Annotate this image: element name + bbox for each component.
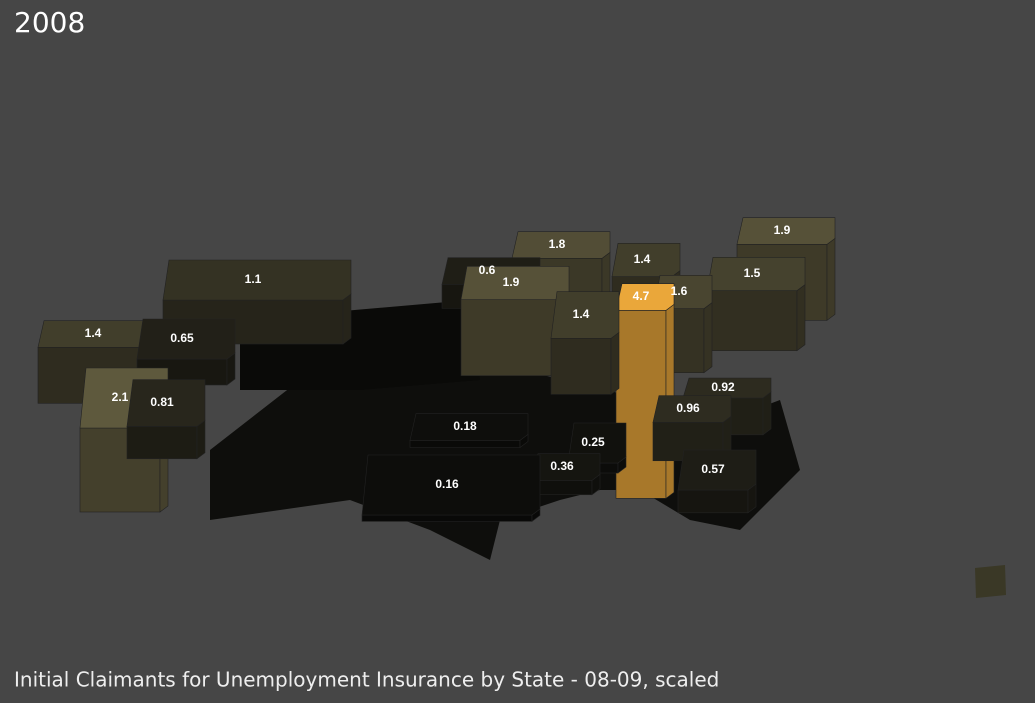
subtitle: Initial Claimants for Unemployment Insur… bbox=[14, 668, 719, 692]
block-front bbox=[531, 480, 593, 496]
value-label: 0.81 bbox=[150, 395, 174, 409]
block-top bbox=[550, 291, 620, 339]
block-front bbox=[409, 440, 521, 448]
value-label: 0.36 bbox=[550, 459, 574, 473]
value-label: 2.1 bbox=[112, 390, 129, 404]
region-block bbox=[706, 257, 806, 352]
block-side bbox=[196, 419, 206, 460]
block-top bbox=[706, 257, 806, 291]
value-label: 1.1 bbox=[245, 272, 262, 286]
value-label: 0.96 bbox=[676, 401, 700, 415]
block-front bbox=[361, 514, 533, 522]
value-label: 1.9 bbox=[503, 275, 520, 289]
block-side bbox=[826, 237, 836, 321]
value-label: 0.57 bbox=[701, 462, 725, 476]
block-side bbox=[703, 302, 713, 374]
value-label: 0.65 bbox=[170, 331, 194, 345]
block-top bbox=[511, 231, 611, 259]
region-block bbox=[652, 395, 732, 462]
region-block bbox=[677, 449, 757, 514]
island bbox=[975, 565, 1006, 598]
block-top bbox=[162, 259, 352, 301]
block-front bbox=[460, 299, 562, 376]
block-front bbox=[706, 290, 798, 351]
block-front bbox=[550, 338, 612, 395]
value-label: 1.6 bbox=[671, 284, 688, 298]
block-front bbox=[677, 489, 749, 514]
block-side bbox=[342, 293, 352, 345]
value-label: 1.4 bbox=[573, 307, 590, 321]
block-top bbox=[409, 413, 529, 441]
value-label: 4.7 bbox=[633, 289, 650, 303]
block-top bbox=[361, 454, 541, 516]
blocks bbox=[37, 217, 836, 523]
labels: 1.1 1.4 0.65 2.1 0.81 0.6 1.8 1.9 1.4 1.4 4.7 1.6 1.… bbox=[85, 223, 791, 491]
title: 2008 bbox=[14, 6, 85, 39]
region-block bbox=[361, 454, 541, 523]
value-label: 0.6 bbox=[479, 263, 496, 277]
block-top bbox=[677, 449, 757, 491]
value-label: 0.16 bbox=[435, 477, 459, 491]
value-label: 1.5 bbox=[744, 266, 761, 280]
block-top bbox=[567, 422, 627, 464]
value-label: 1.4 bbox=[85, 326, 102, 340]
value-label: 1.9 bbox=[774, 223, 791, 237]
value-label: 1.4 bbox=[634, 252, 651, 266]
block-top bbox=[126, 379, 206, 427]
block-top bbox=[682, 377, 772, 399]
block-side bbox=[762, 391, 772, 436]
block-top bbox=[615, 283, 675, 311]
region-block bbox=[126, 379, 206, 460]
value-label: 0.92 bbox=[711, 380, 735, 394]
block-side bbox=[796, 284, 806, 352]
block-top bbox=[652, 395, 732, 423]
block-top bbox=[136, 318, 236, 360]
block-top bbox=[460, 266, 570, 300]
value-label: 0.25 bbox=[581, 435, 605, 449]
value-label: 0.18 bbox=[453, 419, 477, 433]
region-block bbox=[409, 413, 529, 449]
block-top bbox=[736, 217, 836, 245]
block-side bbox=[610, 331, 620, 395]
region-block bbox=[550, 291, 620, 395]
value-label: 1.8 bbox=[549, 237, 566, 251]
block-front bbox=[126, 426, 198, 460]
